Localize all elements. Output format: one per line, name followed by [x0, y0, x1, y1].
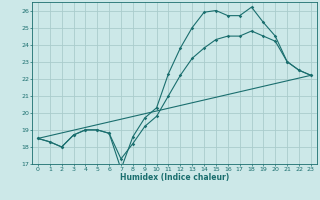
X-axis label: Humidex (Indice chaleur): Humidex (Indice chaleur) [120, 173, 229, 182]
